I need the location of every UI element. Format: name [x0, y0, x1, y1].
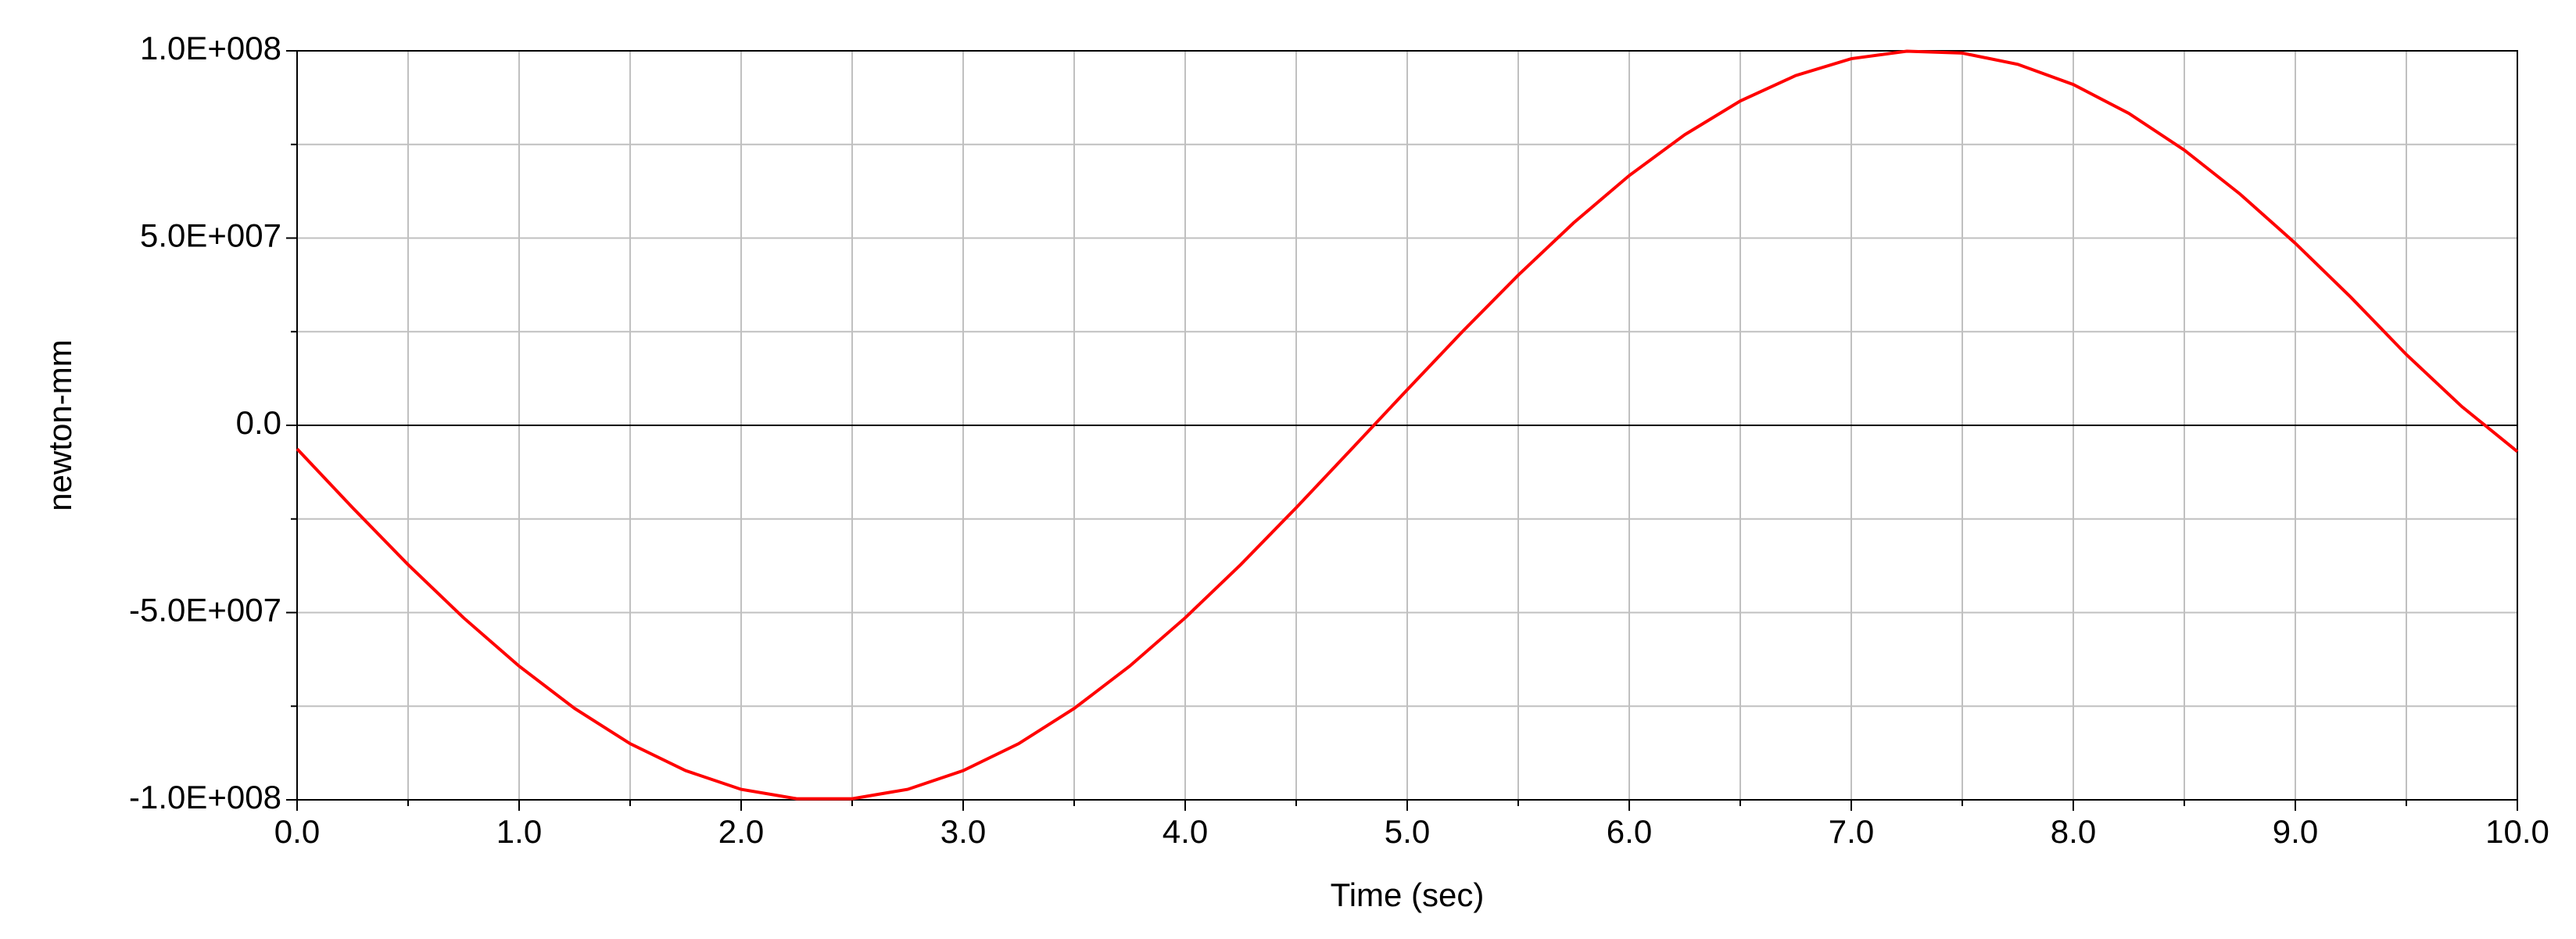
x-tick-label: 8.0: [2051, 813, 2096, 850]
y-tick-label: -5.0E+007: [129, 592, 281, 629]
y-tick-label: 0.0: [236, 404, 281, 441]
x-tick-label: 9.0: [2273, 813, 2318, 850]
plot-frame: [296, 50, 2518, 801]
y-tick-label: -1.0E+008: [129, 779, 281, 815]
x-tick-label: 0.0: [274, 813, 320, 850]
x-axis-label: Time (sec): [1331, 876, 1485, 913]
x-tick-label: 3.0: [940, 813, 986, 850]
x-tick-label: 4.0: [1163, 813, 1208, 850]
y-tick-label: 1.0E+008: [140, 30, 281, 66]
x-tick-label: 6.0: [1607, 813, 1652, 850]
x-tick-label: 2.0: [718, 813, 764, 850]
x-tick-label: 10.0: [2485, 813, 2549, 850]
x-tick-label: 7.0: [1829, 813, 1874, 850]
y-tick-label: 5.0E+007: [140, 217, 281, 254]
data-line: [296, 49, 2519, 801]
x-tick-label: 1.0: [496, 813, 542, 850]
x-tick-label: 5.0: [1385, 813, 1430, 850]
y-axis-label: newton-mm: [41, 339, 78, 511]
